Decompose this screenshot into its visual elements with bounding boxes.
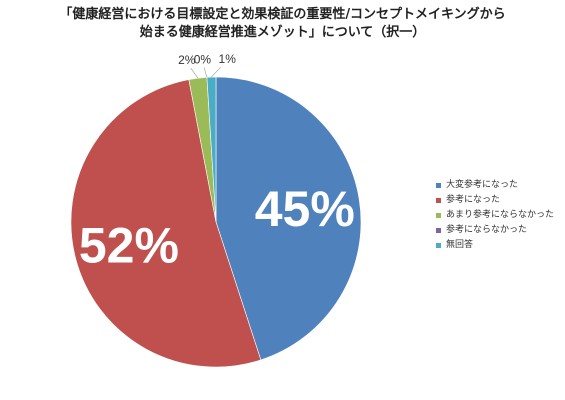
legend-item: 参考にならなかった (436, 223, 554, 238)
chart-title-line-1: 「健康経営における目標設定と効果検証の重要性/コンセプトメイキングから (59, 7, 506, 22)
legend-swatch (436, 198, 441, 203)
legend-swatch (436, 228, 441, 233)
pie-slice (70, 79, 262, 368)
legend-item: 大変参考になった (436, 178, 554, 193)
leader-line (190, 68, 199, 79)
leader-line (203, 67, 208, 78)
leader-line (211, 66, 222, 78)
legend: 大変参考になった 参考になった あまり参考にならなかった 参考にならなかった 無… (436, 178, 554, 253)
slice-value-label: 1% (219, 52, 237, 66)
slice-value-label: 52% (79, 217, 179, 273)
legend-swatch (436, 243, 441, 248)
legend-item: 無回答 (436, 238, 554, 253)
legend-label: 大変参考になった (446, 180, 519, 190)
legend-label: 参考になった (446, 195, 501, 205)
legend-label: 無回答 (446, 240, 474, 250)
pie-slices (70, 76, 362, 368)
chart-title: 「健康経営における目標設定と効果検証の重要性/コンセプトメイキングから 始まる健… (0, 6, 565, 42)
legend-label: あまり参考にならなかった (446, 210, 555, 220)
slice-value-label: 0% (194, 52, 212, 66)
pie-slice (215, 76, 362, 361)
pie-labels: 45% 52% 2%0% 1% (79, 52, 355, 273)
legend-item: あまり参考にならなかった (436, 208, 554, 223)
legend-swatch (436, 213, 441, 218)
legend-label: 参考にならなかった (446, 225, 528, 235)
legend-item: 参考になった (436, 193, 554, 208)
slice-value-label: 45% (255, 181, 355, 237)
legend-swatch (436, 183, 441, 188)
slice-value-label: 2% (178, 53, 196, 67)
chart-title-line-2: 始まる健康経営推進メゾット」について（択一） (139, 25, 426, 40)
